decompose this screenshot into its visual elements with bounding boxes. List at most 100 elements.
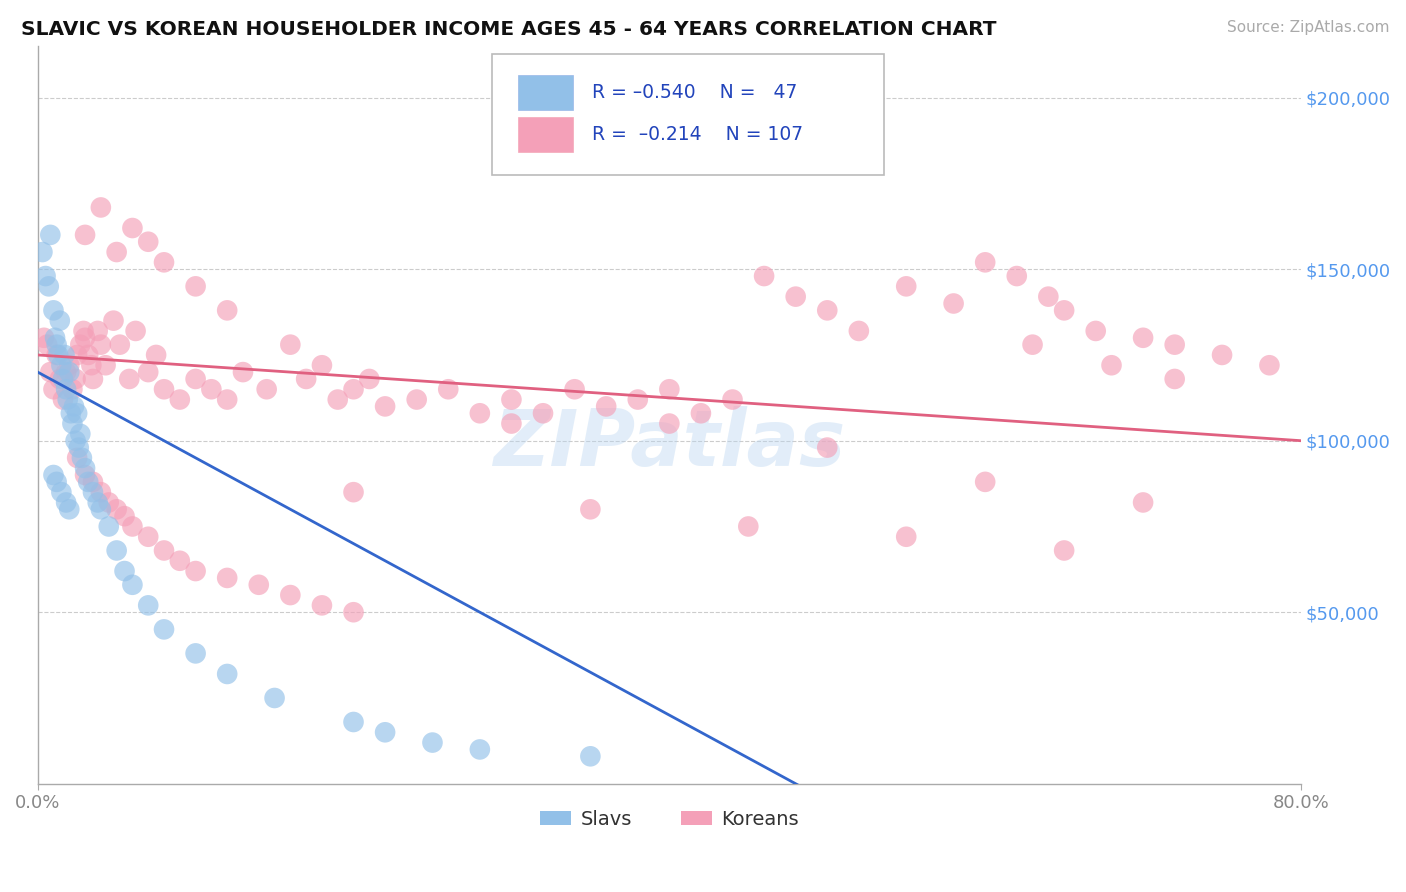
Point [1132,495,1154,509]
Point [62,417,84,431]
Point [217,303,239,318]
Point [44,331,66,345]
Point [52,372,75,386]
Point [86,324,108,338]
Point [217,392,239,407]
Point [145,348,167,362]
Point [114,509,136,524]
Point [942,296,965,310]
Point [658,417,681,431]
Point [658,382,681,396]
Point [153,623,176,637]
Point [42,382,65,396]
Point [184,646,207,660]
Point [564,382,586,396]
Point [39,227,62,242]
Point [153,382,176,396]
Point [31,245,53,260]
Point [49,313,72,327]
Point [737,519,759,533]
Point [153,255,176,269]
Point [86,495,108,509]
Point [1021,337,1043,351]
Text: Source: ZipAtlas.com: Source: ZipAtlas.com [1226,20,1389,35]
Text: R = –0.540    N =   47: R = –0.540 N = 47 [592,83,797,103]
Point [184,279,207,293]
Point [51,358,73,372]
Point [70,450,93,465]
Point [105,245,128,260]
Point [217,667,239,681]
Point [169,392,191,407]
Point [785,290,807,304]
Point [136,530,159,544]
Point [105,543,128,558]
Text: ZIPatlas: ZIPatlas [494,407,845,483]
Point [531,406,554,420]
Point [46,348,69,362]
Point [1053,543,1076,558]
Point [90,502,112,516]
Point [42,303,65,318]
Point [67,441,90,455]
Point [63,400,86,414]
Point [82,372,104,386]
Point [974,475,997,489]
Point [73,227,96,242]
Point [136,599,159,613]
Point [66,348,89,362]
Point [1005,268,1028,283]
Point [501,417,523,431]
Point [896,279,918,293]
Point [55,365,77,379]
Point [169,554,191,568]
Point [752,268,775,283]
Point [974,255,997,269]
Point [1258,358,1281,372]
Point [59,406,82,420]
Point [72,324,94,338]
Point [311,599,333,613]
Point [422,735,444,749]
Point [247,578,270,592]
Point [311,358,333,372]
Point [136,365,159,379]
Point [342,485,364,500]
Point [690,406,713,420]
Point [77,475,100,489]
Point [1084,324,1107,338]
Point [38,279,60,293]
Point [32,331,55,345]
Point [55,382,77,396]
Point [45,348,67,362]
Point [73,331,96,345]
Point [105,502,128,516]
Point [37,337,59,351]
Point [69,337,91,351]
Point [45,337,67,351]
Point [121,578,143,592]
Point [103,313,125,327]
Point [468,742,491,756]
Point [82,475,104,489]
Point [45,475,67,489]
Point [66,450,89,465]
Point [66,406,89,420]
Point [53,348,76,362]
Point [124,324,146,338]
Point [55,495,77,509]
Point [200,382,222,396]
Point [90,337,112,351]
Point [815,303,838,318]
Point [97,519,120,533]
Point [69,426,91,441]
Point [1101,358,1123,372]
Point [595,400,617,414]
Point [51,485,73,500]
Point [42,468,65,483]
Point [65,434,87,448]
Point [468,406,491,420]
Point [65,372,87,386]
Point [896,530,918,544]
Point [90,201,112,215]
